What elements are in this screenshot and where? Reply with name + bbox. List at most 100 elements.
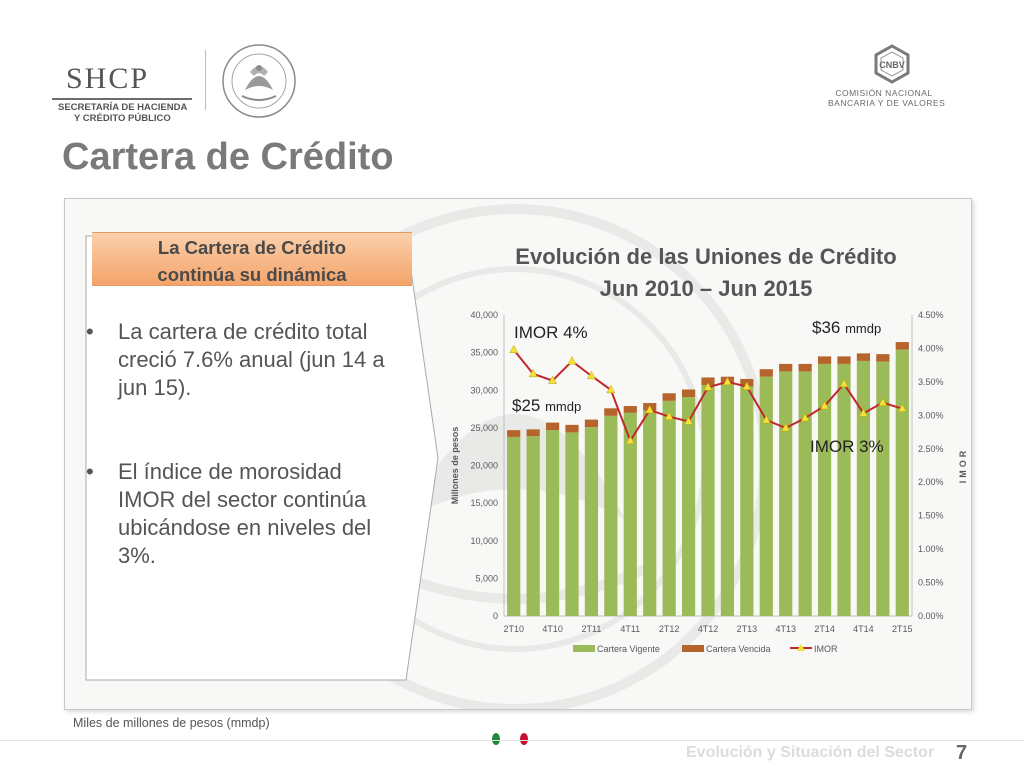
bar-cartera-vencida (876, 354, 890, 362)
bar-cartera-vigente (817, 363, 832, 616)
y-right-tick-label: 0.50% (918, 578, 944, 588)
imor-point (742, 381, 752, 390)
chart-title-line-2: Jun 2010 – Jun 2015 (599, 276, 813, 301)
y-right-tick-label: 4.00% (918, 343, 944, 353)
bar-cartera-vigente (720, 384, 735, 616)
y-left-tick-label: 10,000 (470, 536, 498, 546)
legend-label-cartera-vigente: Cartera Vigente (597, 644, 660, 654)
bar-cartera-vigente (740, 386, 754, 616)
bullet-dot: • (86, 319, 94, 344)
annotation-imor-start: IMOR 4% (514, 323, 588, 342)
bullet-item: • La cartera de crédito total creció 7.6… (86, 318, 398, 402)
x-tick-label: 2T10 (503, 624, 524, 634)
footer-dots (492, 732, 548, 750)
imor-point (587, 370, 596, 380)
bar-cartera-vigente (584, 427, 599, 616)
x-tick-label: 4T11 (620, 624, 640, 634)
credit-portfolio-chart: 0 5,000 10,000 15,000 20,000 25,000 30,000 35,0… (450, 310, 968, 654)
bar-cartera-vencida (526, 429, 540, 437)
shcp-line-2: Y CRÉDITO PÚBLICO (74, 113, 171, 124)
bullet-text: La cartera de crédito total creció 7.6% … (118, 319, 385, 400)
bar-cartera-vencida (837, 356, 851, 364)
banner-line-1: La Cartera de Crédito (157, 237, 347, 258)
chart-title-line-1: Evolución de las Uniones de Crédito (515, 244, 897, 269)
annotation-imor-end: IMOR 3% (810, 437, 884, 456)
footer-dot-red (520, 733, 528, 745)
banner-line-2: continúa su dinámica (157, 264, 347, 285)
x-tick-label: 4T13 (775, 624, 796, 634)
cnbv-acronym: CNBV (879, 60, 905, 70)
imor-point (761, 414, 771, 424)
imor-point (703, 382, 713, 391)
bar-cartera-vigente (545, 430, 560, 616)
imor-point (897, 403, 907, 412)
bar-cartera-vencida (759, 369, 773, 377)
bar-cartera-vigente (662, 400, 676, 616)
imor-point (606, 384, 616, 394)
footer-section-title: Evolución y Situación del Sector (686, 744, 935, 761)
legend-swatch-cartera-vigente (573, 645, 595, 652)
bar-cartera-vencida (779, 363, 793, 372)
bar-cartera-vigente (837, 363, 851, 616)
legend-label-cartera-vencida: Cartera Vencida (706, 644, 771, 654)
imor-point (781, 423, 791, 432)
bar-cartera-vigente (876, 361, 890, 616)
bullet-item: • El índice de morosidad IMOR del sector… (86, 458, 398, 570)
bullet-text: El índice de morosidad IMOR del sector c… (118, 459, 372, 568)
x-tick-label: 4T10 (542, 624, 563, 634)
y-right-tick-label: 0.00% (918, 611, 944, 621)
page-title: Cartera de Crédito (62, 136, 394, 178)
y-left-axis-label: Millones de pesos (450, 427, 460, 505)
page-number: 7 (956, 742, 968, 764)
cnbv-logo: CNBV COMISIÓN NACIONAL BANCARIA Y DE VAL… (828, 44, 968, 114)
imor-point (723, 376, 732, 386)
x-tick-label: 2T13 (737, 624, 758, 634)
bar-cartera-vigente (779, 371, 793, 616)
bar-cartera-vigente (681, 397, 696, 616)
annotation-amount-start: $25 mmdp (512, 396, 581, 415)
bar-cartera-vigente (643, 410, 657, 616)
x-tick-label: 2T11 (581, 624, 601, 634)
shcp-acronym: SHCP (66, 62, 150, 95)
bar-cartera-vencida (565, 424, 579, 433)
shcp-logo: SHCP SECRETARÍA DE HACIENDA Y CRÉDITO PÚ… (52, 58, 192, 124)
y-right-tick-label: 2.00% (918, 477, 944, 487)
bullet-dot: • (86, 459, 94, 484)
y-right-tick-label: 4.50% (918, 310, 944, 320)
imor-point (859, 408, 868, 417)
y-left-tick-label: 35,000 (470, 348, 498, 358)
imor-point (528, 368, 538, 378)
bar-cartera-vigente (604, 415, 618, 616)
imor-point (645, 404, 655, 414)
bar-cartera-vencida (623, 406, 637, 413)
left-panel-banner: La Cartera de Crédito continúa su dinámi… (92, 232, 412, 286)
footer-dot-green (492, 733, 500, 745)
cnbv-line-1: COMISIÓN NACIONAL (835, 88, 933, 98)
bar-cartera-vencida (895, 342, 909, 350)
imor-point (625, 435, 635, 445)
cnbv-hexagon-icon: CNBV (874, 44, 910, 84)
bar-cartera-vencida (856, 353, 871, 361)
y-left-tick-label: 20,000 (470, 461, 498, 471)
logo-divider (205, 50, 206, 110)
x-tick-label: 2T15 (892, 624, 913, 634)
bar-cartera-vencida (545, 422, 560, 431)
bar-cartera-vigente (701, 384, 715, 616)
imor-point (684, 416, 693, 425)
bar-cartera-vigente (526, 436, 540, 616)
cnbv-line-2: BANCARIA Y DE VALORES (828, 98, 946, 108)
bar-cartera-vigente (507, 436, 521, 616)
bar-cartera-vencida (681, 389, 696, 398)
legend-marker-imor (797, 644, 805, 651)
bar-cartera-vigente (798, 371, 812, 616)
y-left-tick-label: 30,000 (470, 385, 498, 395)
imor-point (509, 344, 519, 354)
bar-cartera-vencida (662, 393, 676, 401)
x-tick-label: 2T14 (814, 624, 835, 634)
y-right-tick-label: 2.50% (918, 444, 944, 454)
footnote: Miles de millones de pesos (mmdp) (73, 716, 270, 730)
footer-line (0, 740, 1024, 741)
y-right-tick-label: 3.00% (918, 410, 944, 420)
shcp-logo-bar (52, 98, 192, 100)
